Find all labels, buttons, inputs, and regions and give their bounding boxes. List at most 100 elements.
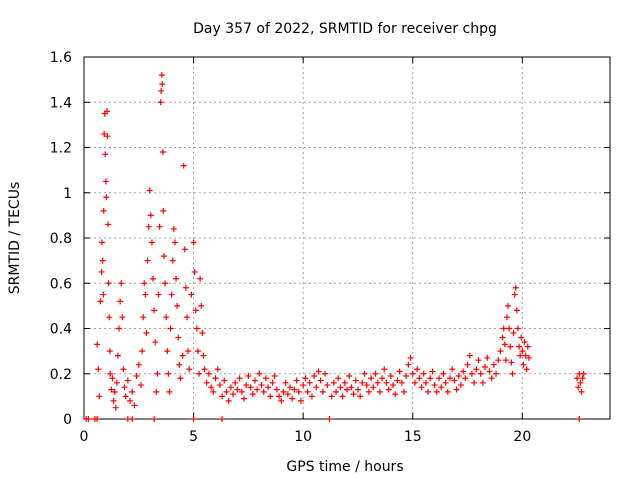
data-point (260, 388, 267, 395)
data-point (122, 393, 129, 400)
data-point (225, 397, 232, 404)
data-point (516, 343, 523, 350)
data-point (440, 370, 447, 377)
data-point (152, 339, 159, 346)
data-point (511, 291, 518, 298)
data-point (501, 341, 508, 348)
data-point (124, 377, 131, 384)
data-point (319, 388, 326, 395)
data-point (473, 366, 480, 373)
data-point (208, 384, 215, 391)
data-point (105, 280, 112, 287)
data-point (385, 386, 392, 393)
data-point (376, 388, 383, 395)
data-point (146, 187, 153, 194)
data-point (120, 366, 127, 373)
data-point (324, 382, 331, 389)
data-point (179, 352, 186, 359)
data-point (148, 239, 155, 246)
data-point (227, 384, 234, 391)
data-point (190, 416, 197, 422)
data-point (330, 379, 337, 386)
data-point (350, 391, 357, 398)
data-point (251, 377, 258, 384)
data-point (381, 366, 388, 373)
y-axis-label: SRMTID / TECUs (7, 182, 23, 295)
data-point (271, 373, 278, 380)
data-point (429, 368, 436, 375)
data-point (163, 314, 170, 321)
data-point (144, 257, 151, 264)
data-point (201, 366, 208, 373)
data-point (521, 339, 528, 346)
data-point (308, 393, 315, 400)
data-point (192, 307, 199, 314)
data-point (460, 368, 467, 375)
data-point (352, 377, 359, 384)
data-point (344, 386, 350, 393)
data-point (300, 382, 307, 389)
data-point (503, 314, 510, 321)
data-point (238, 388, 245, 395)
data-point (166, 388, 173, 395)
data-point (247, 384, 254, 391)
data-point (223, 388, 230, 395)
data-point (265, 384, 272, 391)
data-point (392, 391, 399, 398)
data-point (160, 253, 167, 260)
data-point (94, 416, 101, 422)
data-point (524, 343, 531, 350)
data-point (447, 375, 454, 382)
data-point (339, 393, 346, 400)
data-point (444, 388, 451, 395)
data-point (304, 388, 311, 395)
data-point (317, 377, 324, 384)
data-point (420, 370, 427, 377)
data-point (466, 352, 473, 359)
data-point (576, 416, 583, 422)
data-point (104, 133, 111, 140)
data-point (433, 388, 440, 395)
data-point (169, 257, 176, 264)
data-point (107, 370, 114, 377)
data-point (455, 373, 462, 380)
data-point (256, 370, 263, 377)
data-point (234, 386, 241, 393)
data-point (383, 379, 390, 386)
data-point (468, 370, 475, 377)
data-point (230, 391, 237, 398)
data-point (129, 388, 136, 395)
data-point (190, 239, 197, 246)
data-point (196, 370, 203, 377)
data-point (348, 384, 355, 391)
data-point (108, 386, 115, 393)
data-point (186, 366, 193, 373)
data-point (574, 375, 581, 382)
data-point (103, 194, 110, 201)
data-point (151, 307, 158, 314)
data-point (273, 386, 280, 393)
data-point (135, 361, 142, 368)
data-point (174, 302, 181, 309)
data-point (167, 325, 174, 332)
data-point (508, 359, 515, 366)
data-point (493, 370, 500, 377)
data-point (96, 393, 103, 400)
data-point (326, 416, 333, 422)
data-point (119, 314, 126, 321)
y-tick-label: 1.4 (50, 95, 72, 111)
data-point (510, 330, 517, 337)
data-point (403, 373, 410, 380)
data-point (245, 373, 252, 380)
data-point (143, 330, 150, 337)
data-point (191, 268, 198, 275)
data-point (523, 366, 530, 373)
data-point (363, 382, 370, 389)
data-point (214, 366, 221, 373)
data-point (295, 388, 302, 395)
data-point (194, 348, 201, 355)
data-point (212, 375, 219, 382)
data-point (232, 379, 239, 386)
data-point (490, 361, 497, 368)
